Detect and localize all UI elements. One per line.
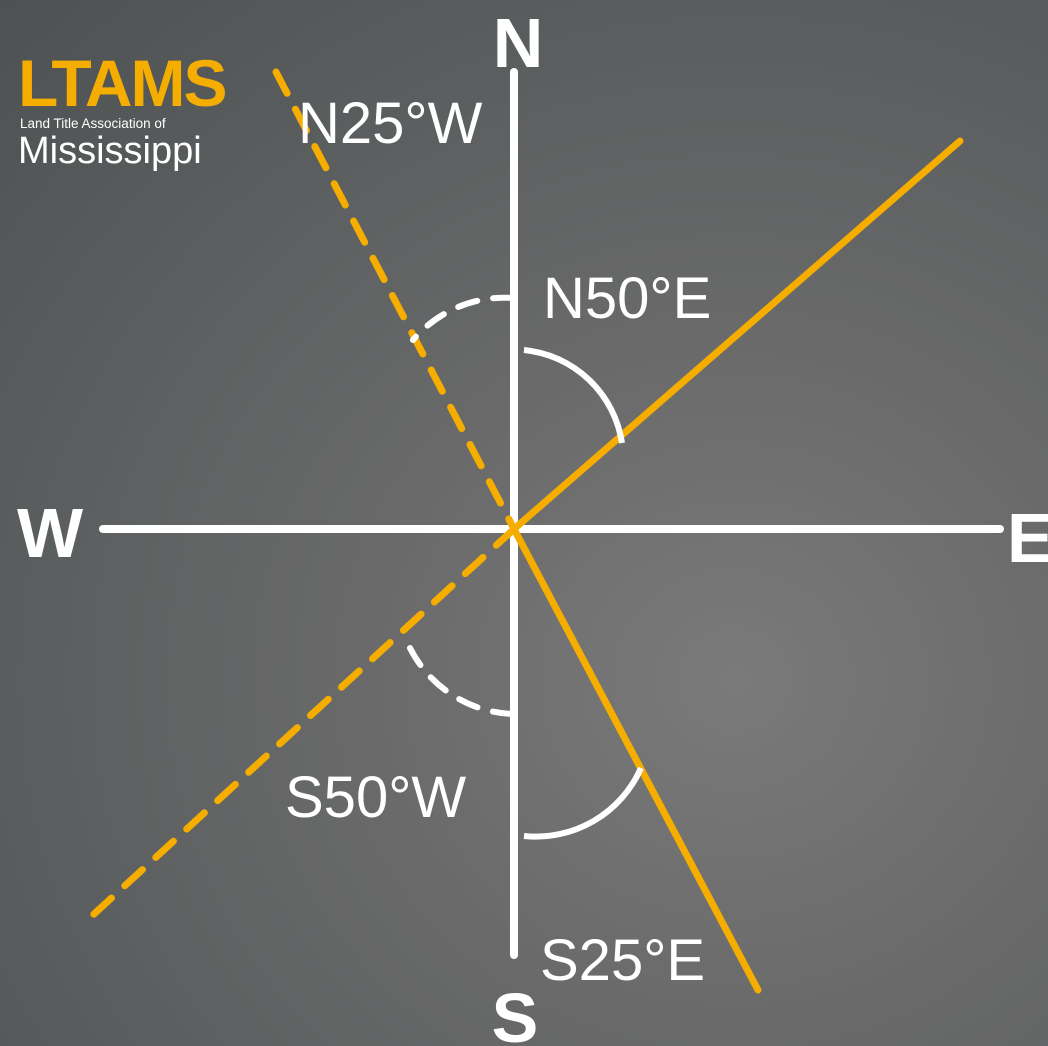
cardinal-north: N bbox=[493, 4, 544, 82]
ltams-logo: LTAMS Land Title Association of Mississi… bbox=[18, 50, 248, 180]
bearing-line-n50e bbox=[510, 137, 964, 533]
bearing-line-n25w bbox=[272, 68, 518, 533]
angle-arc-n50e bbox=[523, 347, 625, 444]
logo-wordmark: LTAMS bbox=[18, 46, 227, 120]
angle-arc-s25e bbox=[523, 766, 644, 840]
angle-arc-s50w bbox=[407, 645, 523, 718]
bearing-line-s50w bbox=[78, 525, 518, 929]
bearing-label-s50w: S50°W bbox=[285, 765, 466, 830]
cardinal-south: S bbox=[492, 979, 539, 1046]
bearing-label-n50e: N50°E bbox=[543, 266, 711, 331]
angle-arc-n25w bbox=[410, 294, 516, 343]
cardinal-east: E bbox=[1007, 499, 1048, 577]
logo-subtitle: Land Title Association of bbox=[20, 116, 166, 131]
cardinal-west: W bbox=[17, 494, 83, 572]
bearing-line-s25e bbox=[510, 525, 762, 994]
bearing-label-n25w: N25°W bbox=[298, 91, 483, 156]
logo-state: Mississippi bbox=[18, 130, 202, 172]
bearing-label-s25e: S25°E bbox=[540, 928, 705, 993]
